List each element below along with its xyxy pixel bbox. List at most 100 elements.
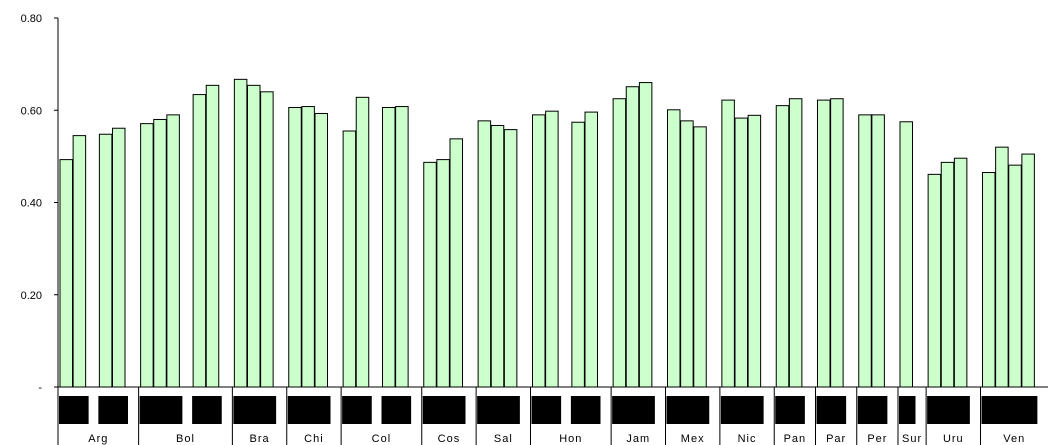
bar-data-label-block — [816, 396, 833, 424]
bar-data-label-block — [1020, 396, 1038, 424]
bar-pan-1 — [788, 98, 803, 388]
bar-mex-2 — [693, 126, 707, 388]
bar-mex-0 — [667, 109, 681, 388]
x-category-label: Nic — [738, 433, 757, 445]
bar-cos-1 — [436, 159, 450, 388]
bar-chi-2 — [314, 112, 328, 388]
x-category-label: Bol — [176, 433, 195, 445]
bar-data-label-block — [314, 396, 331, 424]
bar-bol-2 — [166, 114, 180, 388]
x-category-label: Bra — [250, 433, 270, 445]
bar-sur-0 — [899, 121, 913, 388]
bar-nic-1 — [734, 117, 748, 388]
bar-per-1 — [871, 114, 885, 388]
bar-uru-0 — [927, 173, 942, 388]
bar-data-label-block — [692, 396, 710, 424]
bar-col-4 — [395, 106, 409, 388]
bar-data-label-block — [940, 396, 957, 424]
bar-hon-0 — [532, 114, 546, 388]
y-tick-label: - — [38, 382, 42, 394]
bar-cos-2 — [449, 138, 463, 388]
bar-data-label-block — [342, 396, 359, 424]
bar-ven-2 — [1008, 164, 1022, 388]
bar-arg-3 — [98, 133, 113, 388]
bar-arg-4 — [112, 127, 126, 388]
bar-data-label-block — [994, 396, 1012, 424]
bar-data-label-block — [503, 396, 520, 424]
bar-data-label-block — [927, 396, 944, 424]
x-category-label: Sal — [494, 433, 513, 445]
bar-data-label-block — [666, 396, 683, 424]
bar-data-label-block — [477, 396, 494, 424]
bar-data-label-block — [775, 396, 792, 424]
x-category-label: Jam — [626, 433, 650, 445]
bar-data-label-block — [72, 396, 89, 424]
bar-data-label-block — [449, 396, 466, 424]
bar-data-label-block — [233, 396, 250, 424]
x-category-label: Mex — [681, 433, 705, 445]
bar-bol-0 — [140, 123, 154, 388]
x-category-label: Chi — [304, 433, 324, 445]
x-category-label: Hon — [559, 433, 582, 445]
bar-data-label-block — [544, 396, 562, 424]
bar-nic-2 — [747, 114, 762, 388]
bar-nic-0 — [721, 99, 735, 388]
bar-data-label-block — [192, 396, 209, 424]
bar-data-label-block — [679, 396, 697, 424]
bar-hon-4 — [584, 111, 598, 388]
bar-chi-0 — [288, 106, 302, 388]
bars — [59, 78, 1035, 388]
bar-data-label-block — [139, 396, 157, 424]
bar-data-label-block — [152, 396, 170, 424]
bar-data-label-block — [625, 396, 642, 424]
bar-pan-0 — [775, 105, 790, 388]
bar-per-0 — [858, 114, 872, 388]
bar-bol-4 — [192, 94, 207, 388]
bar-data-label-block — [98, 396, 115, 424]
y-tick-label: 0.20 — [21, 290, 42, 302]
bar-hon-3 — [571, 121, 585, 388]
x-category-label: Per — [867, 433, 887, 445]
bar-data-label-block — [981, 396, 998, 424]
bar-jam-1 — [625, 86, 640, 388]
bar-data-label-block — [205, 396, 222, 424]
bar-par-0 — [817, 99, 831, 388]
bar-bra-2 — [260, 91, 274, 388]
bar-data-label-block — [870, 396, 888, 424]
bar-data-label-block — [953, 396, 970, 424]
bar-data-label-block — [490, 396, 507, 424]
bar-data-label-block — [394, 396, 412, 424]
bar-mex-1 — [680, 120, 694, 388]
bar-data-label-block — [570, 396, 588, 424]
bar-col-3 — [382, 106, 396, 388]
bar-sal-1 — [490, 124, 505, 388]
bar-bra-0 — [233, 78, 248, 388]
x-category-label: Arg — [88, 433, 108, 445]
bar-data-label-block — [734, 396, 751, 424]
bar-data-label-block — [829, 396, 847, 424]
bar-data-label-block — [612, 396, 629, 424]
x-category-label: Cos — [438, 433, 461, 445]
x-category-label: Uru — [943, 433, 964, 445]
bar-col-1 — [355, 96, 370, 388]
bar-ven-3 — [1021, 153, 1035, 388]
x-category-label: Par — [826, 433, 846, 445]
bar-data-label-block — [584, 396, 601, 424]
bar-data-label-block — [246, 396, 263, 424]
bar-bra-1 — [247, 84, 261, 388]
x-category-label: Pan — [784, 433, 807, 445]
bar-chi-1 — [301, 106, 315, 388]
bar-data-label-block — [111, 396, 128, 424]
bar-data-label-block — [857, 396, 875, 424]
bar-data-label-block — [422, 396, 440, 424]
x-axis: Arg Bol Bra Chi Col Cos Sal Hon Jam Mex Nic Pan Par P… — [57, 386, 1048, 445]
bar-data-label-block — [788, 396, 805, 424]
x-category-label: Col — [372, 433, 392, 445]
bar-bol-5 — [205, 84, 220, 388]
bar-uru-2 — [953, 157, 968, 388]
bar-arg-1 — [72, 135, 87, 388]
bar-data-label-block — [59, 396, 76, 424]
bar-col-0 — [342, 130, 357, 388]
y-tick-label: 0.40 — [21, 198, 42, 210]
y-axis: - 0.20 0.40 0.60 0.80 — [21, 13, 59, 394]
